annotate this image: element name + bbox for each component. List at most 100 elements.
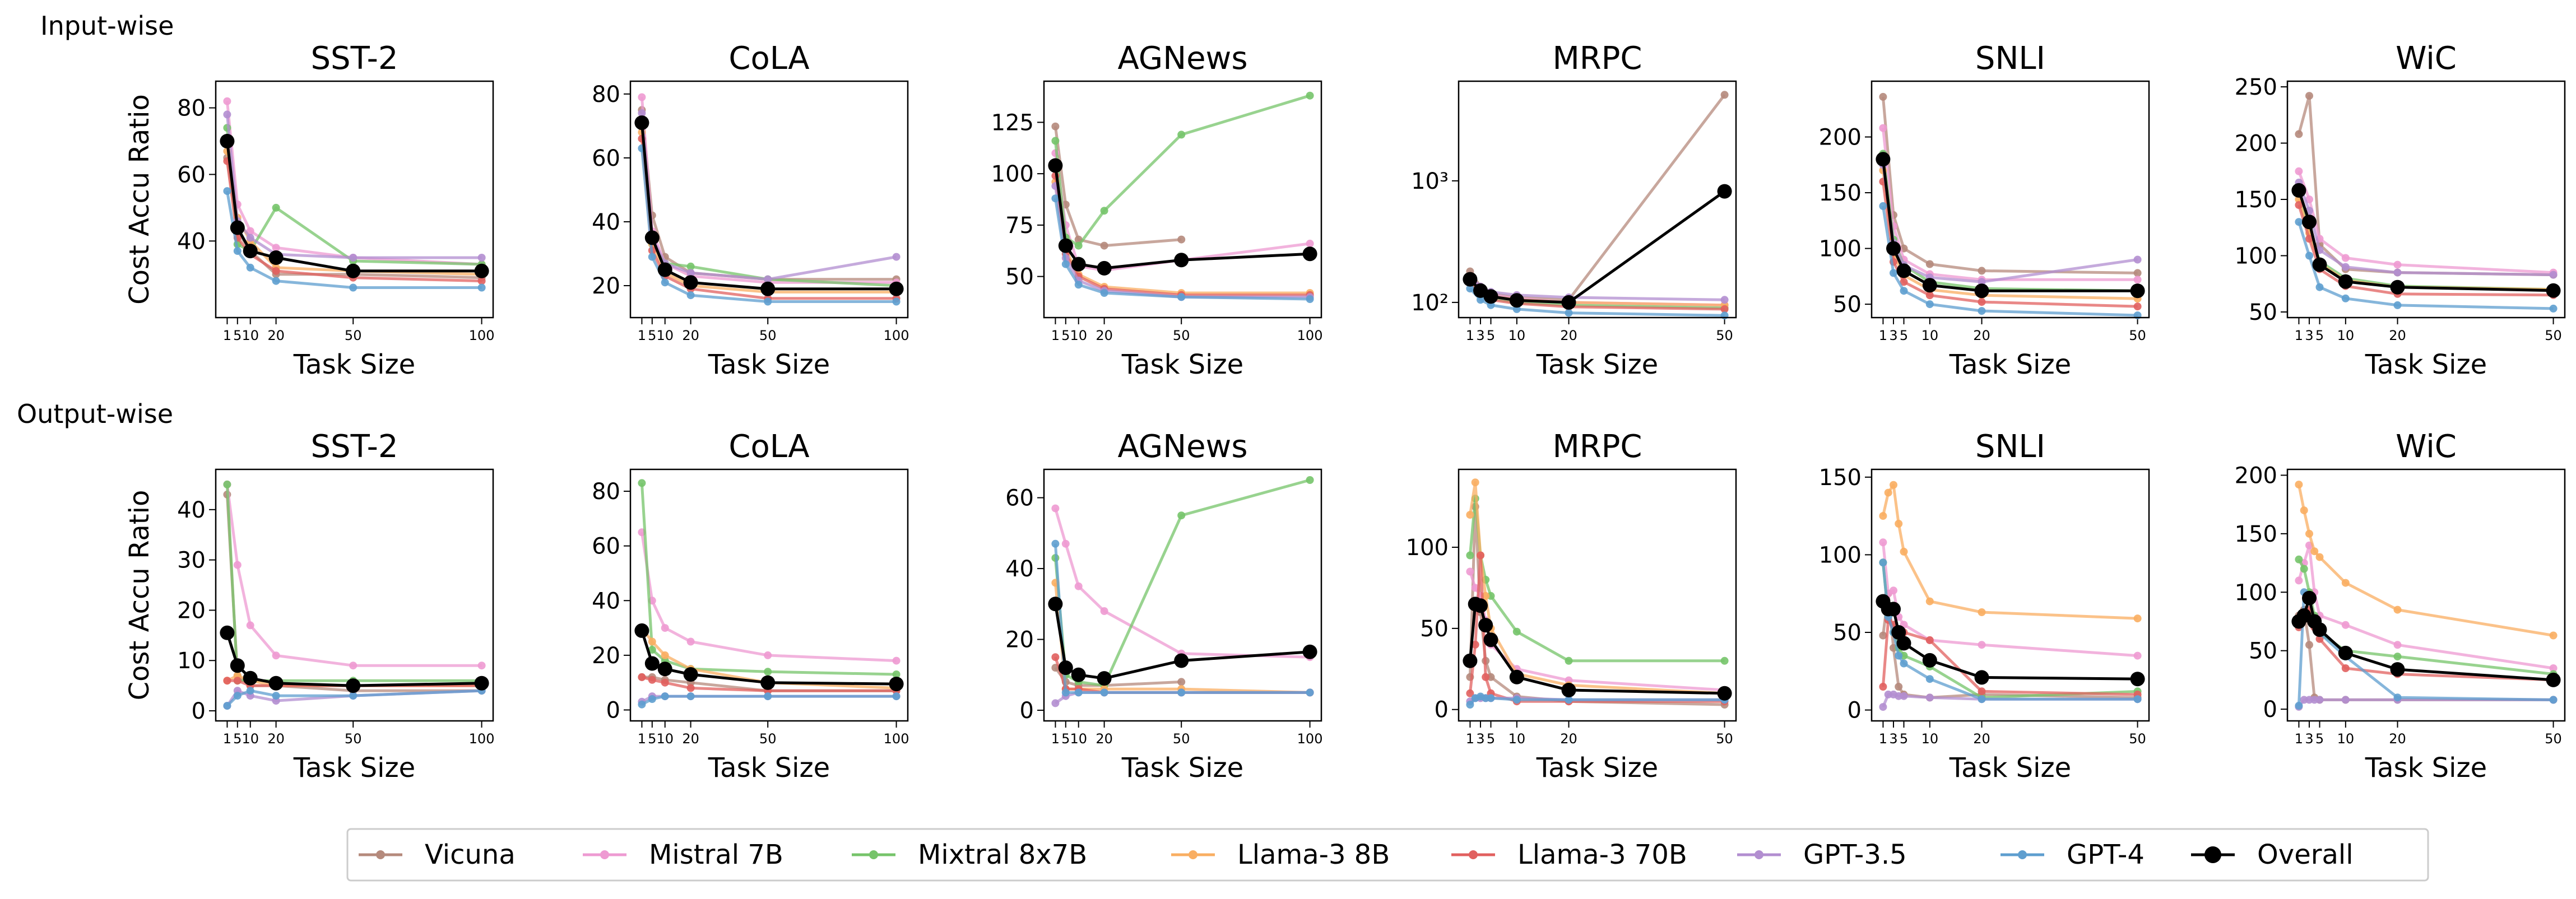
chart-panel: AGNews 0 20 40 60 1 5 10 20 50 100 Task Size — [1005, 428, 1322, 784]
series-line — [225, 484, 482, 682]
series-line — [1881, 618, 2138, 696]
data-point — [1071, 257, 1086, 272]
data-point — [233, 692, 242, 700]
data-point — [1051, 194, 1060, 203]
y-tick-label: 80 — [177, 96, 206, 122]
data-point — [686, 262, 695, 271]
legend-label: Vicuna — [425, 839, 516, 870]
x-tick-label: 20 — [1096, 328, 1113, 343]
data-point — [223, 677, 231, 685]
panel-title: AGNews — [1117, 428, 1247, 465]
data-point — [2546, 672, 2561, 687]
chart-panel: SNLI 0 50 100 150 1 3 5 10 20 50 Task Size — [1819, 428, 2150, 784]
data-point — [349, 283, 358, 292]
legend-label: GPT-4 — [2067, 839, 2145, 870]
data-point — [1974, 670, 1989, 685]
x-tick-label: 3 — [1889, 731, 1897, 747]
y-tick-label: 100 — [991, 161, 1034, 187]
x-tick-label: 50 — [1716, 328, 1733, 343]
data-point — [1890, 586, 1897, 595]
data-point — [892, 253, 901, 261]
data-point — [1925, 636, 1934, 644]
data-point — [233, 561, 242, 569]
y-tick-label: 200 — [2235, 463, 2277, 488]
x-tick-label: 5 — [1061, 328, 1070, 343]
data-point — [2295, 167, 2303, 175]
y-tick-label: 50 — [1833, 292, 1862, 318]
data-point — [889, 677, 904, 692]
data-point — [1896, 636, 1911, 651]
data-point — [1051, 539, 1060, 548]
x-tick-label: 10 — [1921, 328, 1939, 343]
chart-panel: MRPC 0 50 100 1 3 5 10 20 50 Task Size — [1406, 428, 1737, 784]
y-tick-label: 0 — [2263, 697, 2277, 723]
data-point — [764, 297, 772, 306]
data-point — [1974, 283, 1989, 299]
x-axis-label: Task Size — [1949, 349, 2071, 380]
y-tick-label: 75 — [1005, 213, 1034, 239]
data-point — [764, 668, 772, 676]
data-point — [1890, 269, 1897, 277]
data-point — [1051, 504, 1060, 513]
y-tick-label: 200 — [1819, 125, 1862, 151]
data-point — [1717, 686, 1732, 701]
data-point — [243, 670, 258, 686]
y-tick-label: 50 — [2249, 639, 2277, 664]
plot-frame — [1870, 80, 2150, 319]
data-point — [1925, 597, 1934, 605]
series-line — [640, 483, 897, 676]
data-point — [223, 702, 231, 710]
x-tick-label: 1 — [223, 731, 231, 747]
x-tick-label: 5 — [1900, 731, 1908, 747]
x-tick-label: 20 — [2389, 328, 2406, 343]
x-axis-label: Task Size — [1949, 752, 2071, 784]
data-point — [1177, 235, 1186, 244]
data-point — [2341, 294, 2350, 302]
y-tick-label: 80 — [592, 479, 620, 505]
data-point — [477, 277, 486, 285]
series-line — [640, 97, 897, 284]
series-line — [640, 532, 897, 663]
x-tick-label: 1 — [1466, 731, 1474, 747]
data-point — [2341, 621, 2350, 629]
y-tick-label: 100 — [1406, 535, 1449, 561]
data-point — [1478, 618, 1493, 633]
data-point — [1879, 512, 1887, 520]
panel-title: MRPC — [1552, 428, 1642, 465]
data-point — [2390, 662, 2405, 677]
data-point — [2305, 235, 2313, 243]
legend-frame — [346, 828, 2429, 882]
series-line — [1053, 198, 1310, 301]
data-point — [686, 291, 695, 300]
data-point — [1487, 694, 1495, 702]
x-tick-label: 50 — [1173, 328, 1190, 343]
data-point — [2302, 215, 2317, 230]
x-tick-label: 3 — [1476, 731, 1484, 747]
x-tick-label: 10 — [1921, 731, 1939, 747]
data-point — [349, 692, 358, 700]
data-point — [1978, 641, 1986, 649]
data-point — [1473, 598, 1488, 613]
y-tick-label: 0 — [1848, 698, 1862, 724]
data-point — [1174, 253, 1189, 268]
data-point — [2338, 645, 2353, 660]
data-point — [1978, 687, 1986, 696]
x-tick-label: 5 — [1900, 328, 1908, 343]
data-point — [634, 623, 649, 638]
series-line — [225, 127, 482, 266]
data-point — [2393, 268, 2402, 277]
data-point — [1174, 653, 1189, 668]
legend-marker — [1469, 850, 1478, 859]
data-point — [638, 673, 646, 681]
y-tick-label: 40 — [592, 588, 620, 614]
x-tick-label: 5 — [648, 731, 656, 747]
x-tick-label: 3 — [1476, 328, 1484, 343]
x-tick-label: 100 — [1297, 731, 1323, 747]
x-tick-label: 10 — [1070, 731, 1087, 747]
x-tick-label: 100 — [469, 731, 495, 747]
data-point — [2295, 555, 2303, 563]
data-point — [2341, 696, 2350, 704]
x-tick-label: 50 — [2129, 328, 2146, 343]
data-point — [648, 695, 656, 703]
data-point — [2393, 693, 2402, 702]
